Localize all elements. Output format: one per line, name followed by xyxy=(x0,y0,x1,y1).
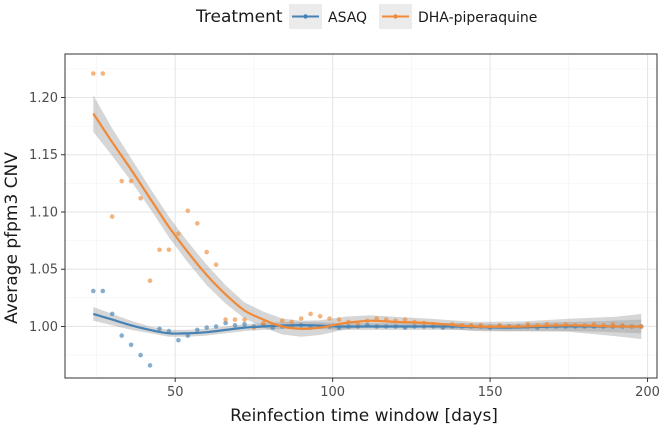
y-tick-label: 1.00 xyxy=(29,320,58,335)
y-tick-label: 1.10 xyxy=(29,205,58,220)
legend-title: Treatment xyxy=(195,7,283,27)
legend-dot-dha-piperaquine xyxy=(393,14,398,19)
smooth-line-dha-piperaquine xyxy=(92,112,642,330)
data-point-dha-piperaquine xyxy=(308,311,313,317)
legend: Treatment ASAQ DHA-piperaquine xyxy=(195,4,537,29)
data-point-dha-piperaquine xyxy=(166,247,172,253)
plot-area xyxy=(64,53,658,379)
data-point-asaq xyxy=(213,324,219,329)
data-point-dha-piperaquine xyxy=(223,317,228,322)
data-point-dha-piperaquine xyxy=(128,178,134,184)
data-point-asaq xyxy=(157,326,162,332)
data-point-dha-piperaquine xyxy=(327,316,332,321)
y-tick-label: 1.15 xyxy=(29,148,58,163)
x-tick-label: 50 xyxy=(167,385,184,400)
data-point-dha-piperaquine xyxy=(147,278,153,284)
x-axis-title: Reinfection time window [days] xyxy=(230,406,498,426)
y-tick-label: 1.05 xyxy=(29,263,58,278)
data-point-dha-piperaquine xyxy=(119,178,124,184)
data-point-asaq xyxy=(100,288,106,294)
legend-entry-asaq[interactable]: ASAQ xyxy=(289,4,367,29)
data-point-dha-piperaquine xyxy=(317,313,323,319)
data-point-asaq xyxy=(128,342,134,348)
data-point-asaq xyxy=(185,333,191,338)
data-point-dha-piperaquine xyxy=(100,71,106,76)
y-tick-label: 1.20 xyxy=(29,91,58,106)
data-point-dha-piperaquine xyxy=(280,318,285,324)
data-point-dha-piperaquine xyxy=(185,208,191,214)
data-point-asaq xyxy=(147,363,153,368)
data-point-dha-piperaquine xyxy=(374,316,380,321)
data-point-asaq xyxy=(223,320,228,326)
x-tick-label: 150 xyxy=(478,385,503,400)
data-point-asaq xyxy=(109,311,115,317)
data-point-dha-piperaquine xyxy=(157,247,162,253)
data-point-dha-piperaquine xyxy=(91,71,96,76)
data-point-dha-piperaquine xyxy=(213,262,219,268)
data-point-asaq xyxy=(176,337,181,343)
data-point-dha-piperaquine xyxy=(298,316,304,321)
data-point-dha-piperaquine xyxy=(289,319,295,325)
data-point-dha-piperaquine xyxy=(402,317,408,322)
data-point-dha-piperaquine xyxy=(109,214,115,219)
legend-label-asaq: ASAQ xyxy=(328,10,367,26)
data-point-dha-piperaquine xyxy=(242,317,247,322)
axes: 50 100 150 200 1.00 1.05 1.10 1.15 1.20 xyxy=(29,91,660,400)
data-point-asaq xyxy=(195,327,200,333)
data-point-dha-piperaquine xyxy=(261,320,266,326)
y-axis-title: Average pfpm3 CNV xyxy=(2,152,22,324)
data-point-asaq xyxy=(204,325,209,330)
panel-border xyxy=(64,53,658,379)
data-point-asaq xyxy=(242,321,247,327)
legend-dot-asaq xyxy=(303,14,308,19)
data-point-dha-piperaquine xyxy=(232,317,238,322)
data-point-dha-piperaquine xyxy=(336,317,342,322)
data-point-dha-piperaquine xyxy=(204,249,209,255)
x-tick-label: 100 xyxy=(320,385,345,400)
data-point-asaq xyxy=(138,352,143,358)
data-point-asaq xyxy=(232,323,238,328)
x-tick-label: 200 xyxy=(635,385,660,400)
data-point-dha-piperaquine xyxy=(195,221,200,226)
legend-entry-dha-piperaquine[interactable]: DHA-piperaquine xyxy=(379,4,537,29)
data-point-dha-piperaquine xyxy=(138,196,143,201)
data-point-dha-piperaquine xyxy=(176,231,181,236)
data-point-asaq xyxy=(91,288,96,294)
legend-label-dha-piperaquine: DHA-piperaquine xyxy=(418,10,537,26)
data-point-asaq xyxy=(119,333,124,338)
